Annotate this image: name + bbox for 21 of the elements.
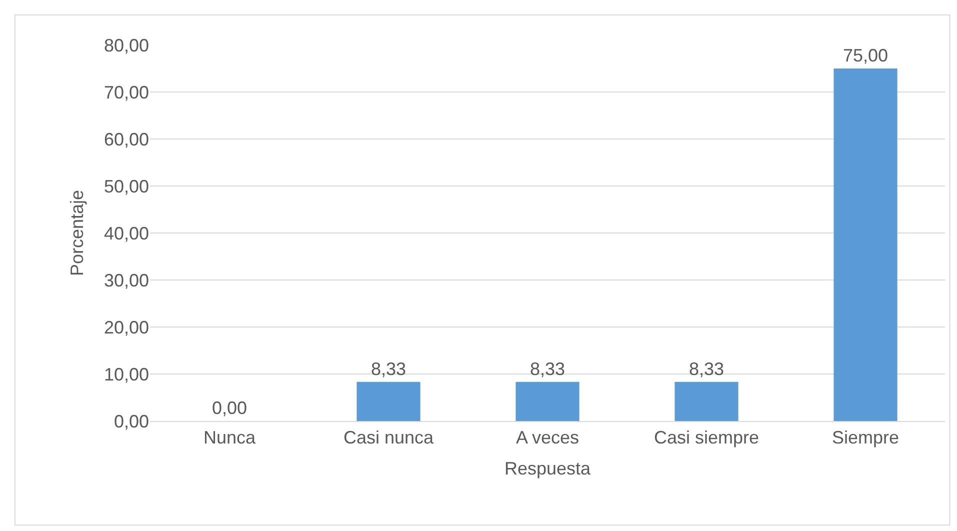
x-tick-label: Siempre [832, 428, 900, 448]
x-tick-label: Casi nunca [343, 428, 435, 448]
data-label: 8,33 [370, 358, 406, 379]
x-tick-label: Nunca [203, 428, 257, 448]
y-tick-label: 60,00 [104, 129, 149, 150]
data-label: 8,33 [530, 358, 566, 379]
y-tick-label: 10,00 [104, 364, 149, 384]
y-tick-label: 30,00 [104, 270, 149, 290]
x-axis-title: Respuesta [504, 458, 592, 479]
y-tick-label: 20,00 [104, 317, 149, 338]
y-tick-label: 40,00 [104, 223, 149, 244]
data-label: 75,00 [842, 46, 888, 66]
x-tick-label: Casi siempre [654, 428, 760, 448]
y-axis-title: Porcentaje [67, 190, 88, 276]
y-tick-label: 70,00 [104, 82, 149, 102]
y-tick-label: 80,00 [104, 35, 149, 56]
y-tick-label: 50,00 [104, 176, 149, 196]
x-tick-label: A veces [516, 428, 580, 448]
data-label: 0,00 [212, 398, 248, 418]
data-label: 8,33 [688, 358, 724, 379]
y-tick-label: 0,00 [114, 411, 149, 432]
